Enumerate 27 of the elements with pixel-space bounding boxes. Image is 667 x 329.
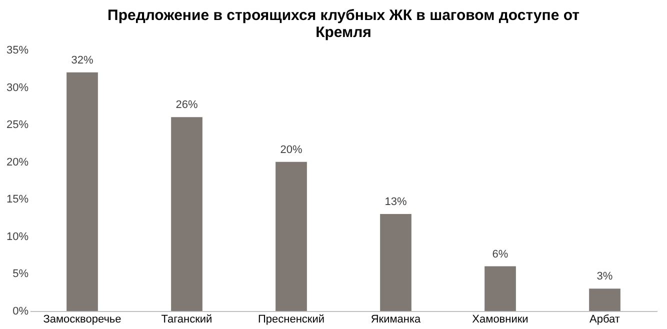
bar (66, 72, 98, 311)
y-tick-label: 35% (6, 44, 29, 56)
y-tick-label: 30% (6, 82, 29, 94)
y-tick-label: 15% (6, 194, 29, 206)
x-tick-label: Пресненский (258, 314, 325, 326)
bar (171, 117, 202, 311)
y-tick-label: 25% (6, 119, 29, 132)
x-tick-label: Таганский (161, 314, 212, 326)
bar (589, 288, 620, 311)
bar (380, 214, 412, 311)
y-tick-label: 20% (6, 156, 29, 168)
data-label: 3% (596, 270, 613, 283)
data-label: 20% (280, 144, 302, 156)
x-tick-label: Хамовники (472, 314, 528, 326)
y-tick-label: 10% (6, 230, 29, 243)
x-tick-label: Якиманка (370, 314, 422, 326)
bar (276, 162, 307, 311)
x-tick-label: Арбат (590, 314, 620, 326)
data-label: 26% (176, 99, 198, 112)
data-label: 6% (492, 248, 508, 260)
bar (484, 266, 516, 311)
data-label: 13% (384, 196, 407, 208)
y-tick-label: 5% (12, 268, 29, 280)
data-label: 32% (71, 54, 94, 66)
y-tick-label: 0% (12, 306, 29, 318)
x-tick-label: Замоскворечье (43, 314, 122, 326)
chart-title: Предложение в строящихся клубных ЖК в шаговом доступе от Кремля (108, 7, 580, 41)
